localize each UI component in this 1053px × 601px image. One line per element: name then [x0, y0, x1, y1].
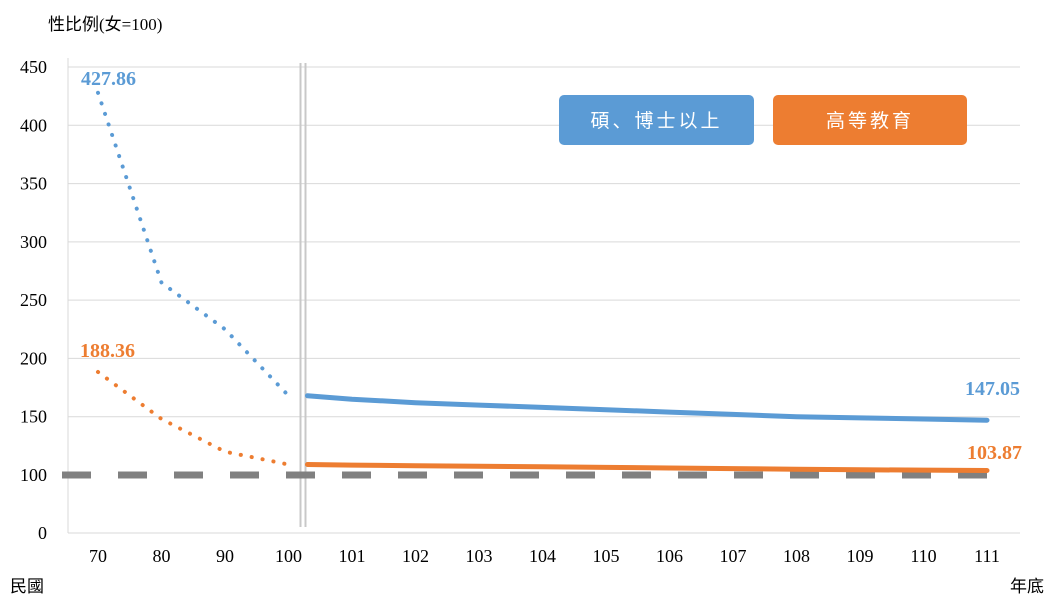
data-label: 147.05 [965, 378, 1020, 400]
y-tick-label: 0 [38, 523, 47, 543]
x-tick-label: 100 [275, 546, 302, 566]
x-tick-label: 106 [656, 546, 683, 566]
gridlines [68, 66, 1020, 418]
x-tick-label: 70 [89, 546, 107, 566]
y-tick-label: 300 [20, 232, 47, 252]
x-tick-label: 107 [720, 546, 747, 566]
y-tick-label: 100 [20, 465, 47, 485]
y-tick-label: 150 [20, 407, 47, 427]
x-tick-label: 109 [847, 546, 874, 566]
y-tick-label: 200 [20, 348, 47, 368]
x-left-label: 民國 [10, 577, 44, 596]
x-tick-label: 80 [153, 546, 171, 566]
series-line---dotted [96, 90, 291, 398]
x-tick-label: 108 [783, 546, 810, 566]
series-line---solid [305, 393, 990, 423]
series-group [96, 90, 990, 473]
x-tick-label: 110 [910, 546, 936, 566]
legend-box-- [559, 95, 754, 145]
x-axis-ticks: 70 80 90 100 101 102 103 104 105 106 107 108 109 110 1… [89, 546, 1000, 566]
y-unit-label: 性比例(女=100) [48, 15, 162, 34]
x-tick-label: 104 [529, 546, 556, 566]
x-tick-label: 103 [466, 546, 493, 566]
y-tick-label: 250 [20, 290, 47, 310]
x-tick-label: 105 [593, 546, 620, 566]
y-tick-label: 400 [20, 115, 47, 135]
period-separator [299, 63, 307, 527]
data-label: 103.87 [967, 442, 1022, 464]
data-labels: 427.86 188.36 147.05 103.87 [80, 68, 1022, 464]
y-axis-ticks: 0 100 150 200 250 300 350 400 450 [20, 57, 47, 543]
x-tick-label: 90 [216, 546, 234, 566]
x-tick-label: 111 [974, 546, 1000, 566]
y-tick-label: 450 [20, 57, 47, 77]
x-tick-label: 101 [339, 546, 366, 566]
x-tick-label: 102 [402, 546, 429, 566]
data-label: 427.86 [81, 68, 136, 90]
data-label: 188.36 [80, 340, 135, 362]
y-tick-label: 350 [20, 174, 47, 194]
series-line---dotted [96, 370, 291, 467]
series-line---solid [305, 462, 990, 473]
legend-label: 碩、博士以上 [590, 110, 722, 132]
legend: 碩、博士以上 高等教育 [559, 95, 967, 145]
legend-box-- [773, 95, 967, 145]
x-right-label: 年底 [1010, 577, 1044, 596]
legend-label: 高等教育 [826, 110, 914, 132]
